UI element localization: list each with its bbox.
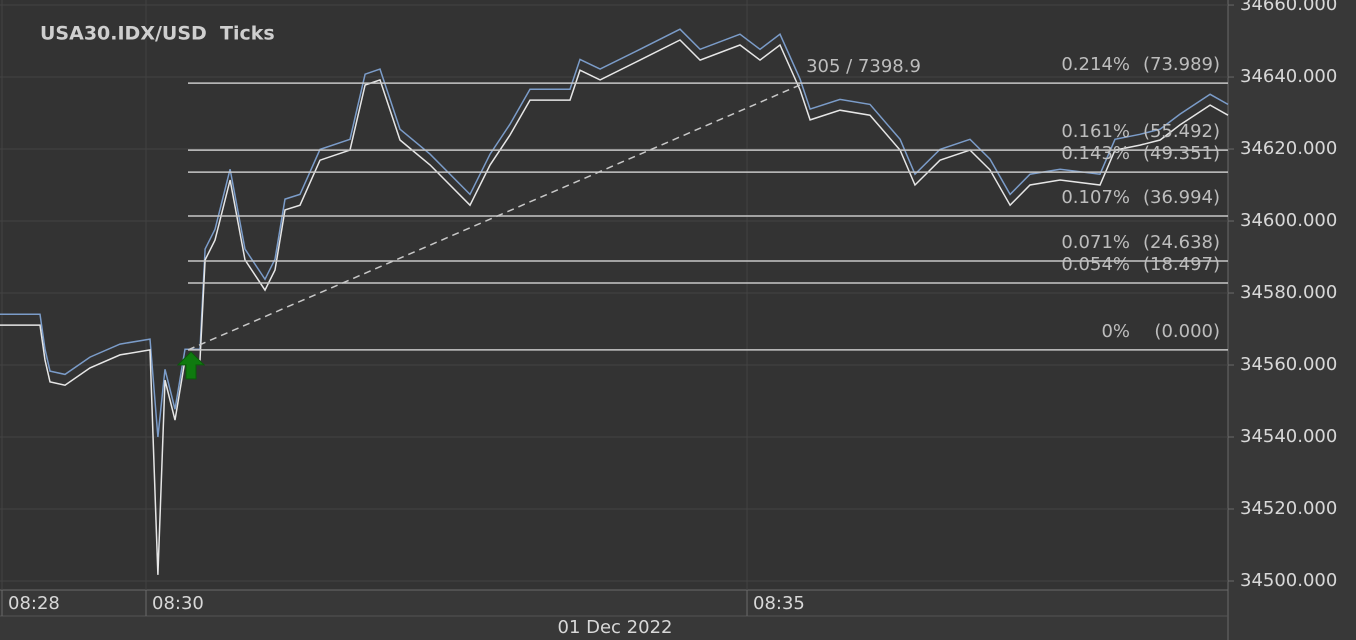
y-tick-label: 34640.000 — [1240, 66, 1337, 87]
fib-amount: (18.497) — [1143, 254, 1220, 275]
fib-label: 0.071% — [1061, 232, 1130, 253]
fib-label: 0% — [1101, 321, 1130, 342]
trend-line — [187, 84, 801, 351]
y-tick-label: 34540.000 — [1240, 426, 1337, 447]
chart-title: USA30.IDX/USD Ticks — [40, 23, 275, 45]
x-tick-label: 08:35 — [753, 593, 805, 614]
fib-label: 0.214% — [1061, 54, 1130, 75]
y-tick-label: 34500.000 — [1240, 570, 1337, 591]
fib-amount: (0.000) — [1154, 321, 1220, 342]
fib-amount: (36.994) — [1143, 187, 1220, 208]
plot-area — [0, 0, 1228, 590]
price-line — [0, 28, 1229, 438]
trend-label: 305 / 7398.9 — [806, 56, 921, 77]
entry-arrow — [176, 351, 206, 380]
x-axis-area — [0, 590, 1228, 640]
fib-amount: (24.638) — [1143, 232, 1220, 253]
x-tick-label: 08:30 — [152, 593, 204, 614]
y-axis-area — [1228, 0, 1356, 640]
fib-amount: (73.989) — [1143, 54, 1220, 75]
y-tick-label: 34660.000 — [1240, 0, 1337, 15]
price-line — [0, 39, 1229, 575]
fib-amount: (49.351) — [1143, 143, 1220, 164]
y-tick-label: 34560.000 — [1240, 354, 1337, 375]
y-tick-label: 34580.000 — [1240, 282, 1337, 303]
x-tick-label: 08:28 — [8, 593, 60, 614]
y-tick-label: 34620.000 — [1240, 138, 1337, 159]
y-tick-label: 34600.000 — [1240, 210, 1337, 231]
fib-label: 0.143% — [1061, 143, 1130, 164]
fib-label: 0.161% — [1061, 121, 1130, 142]
fib-label: 0.054% — [1061, 254, 1130, 275]
y-tick-label: 34520.000 — [1240, 498, 1337, 519]
x-axis-label: 01 Dec 2022 — [558, 617, 673, 638]
fib-amount: (55.492) — [1143, 121, 1220, 142]
fib-label: 0.107% — [1061, 187, 1130, 208]
